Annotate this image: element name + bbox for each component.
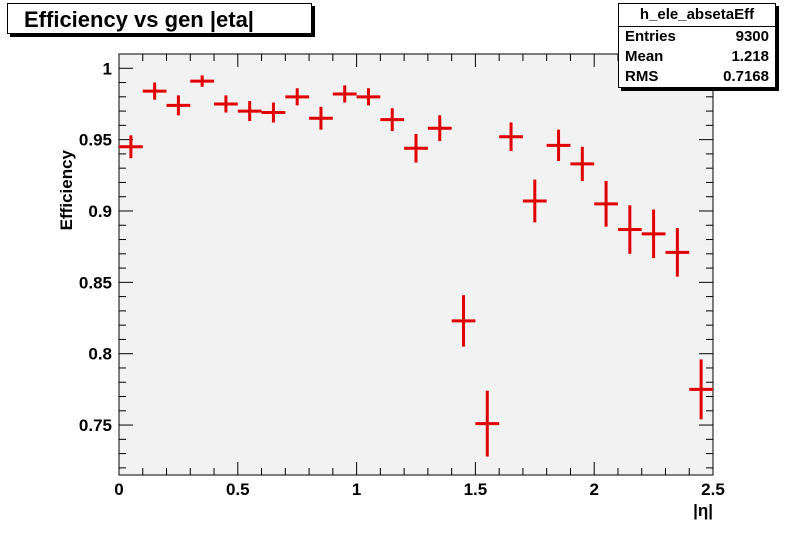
y-tick-label: 0.85	[79, 273, 112, 292]
y-axis-title: Efficiency	[57, 149, 76, 230]
data-point	[190, 75, 215, 87]
stats-row-entries: Entries 9300	[619, 27, 775, 47]
stats-row-mean: Mean 1.218	[619, 47, 775, 67]
data-point	[214, 95, 238, 113]
stats-label: RMS	[625, 68, 659, 85]
stats-value: 9300	[735, 28, 769, 45]
stats-label: Mean	[625, 48, 664, 65]
data-point	[665, 228, 690, 277]
data-point	[142, 82, 167, 100]
stats-histogram-name: h_ele_absetaEff	[619, 4, 775, 27]
data-point	[617, 205, 642, 254]
stats-row-rms: RMS 0.7168	[619, 67, 775, 87]
y-tick-label: 0.95	[79, 131, 112, 150]
data-point	[451, 295, 476, 347]
plot-title-text: Efficiency vs gen |eta|	[24, 7, 254, 32]
data-point	[499, 122, 523, 152]
data-point	[332, 85, 357, 103]
x-axis-title: |η|	[693, 501, 713, 520]
x-tick-label: 0.5	[226, 480, 250, 499]
x-tick-label: 1.5	[464, 480, 488, 499]
stats-value: 1.218	[731, 48, 769, 65]
data-point	[166, 95, 191, 116]
data-point	[404, 133, 428, 163]
x-tick-label: 2	[589, 480, 598, 499]
data-point	[522, 179, 547, 223]
y-tick-label: 1	[103, 59, 112, 78]
stats-value: 0.7168	[723, 68, 769, 85]
x-tick-label: 0	[114, 480, 123, 499]
data-point	[641, 209, 666, 259]
y-tick-label: 0.75	[79, 416, 112, 435]
data-point	[380, 108, 405, 132]
data-points	[119, 75, 713, 457]
data-point	[356, 88, 381, 106]
stats-label: Entries	[625, 28, 676, 45]
y-tick-label: 0.9	[88, 202, 112, 221]
data-point	[594, 181, 618, 227]
data-point	[285, 88, 310, 106]
y-axis: 0.75 0.8 0.85 0.9 0.95 1	[79, 53, 713, 469]
data-point	[309, 106, 333, 130]
plot-frame	[118, 53, 714, 476]
data-point	[261, 102, 286, 123]
data-point	[570, 146, 595, 182]
data-point	[237, 101, 262, 122]
data-point	[475, 390, 500, 457]
stats-box: h_ele_absetaEff Entries 9300 Mean 1.218 …	[618, 3, 776, 88]
data-point	[689, 359, 713, 420]
data-point	[119, 135, 143, 159]
data-point	[546, 129, 571, 162]
plot-title: Efficiency vs gen |eta|	[7, 3, 312, 34]
x-axis: 0 0.5 1 1.5 2 2.5	[114, 54, 725, 499]
x-tick-label: 2.5	[701, 480, 725, 499]
y-tick-label: 0.8	[88, 345, 112, 364]
x-tick-label: 1	[352, 480, 361, 499]
data-point	[427, 115, 452, 142]
